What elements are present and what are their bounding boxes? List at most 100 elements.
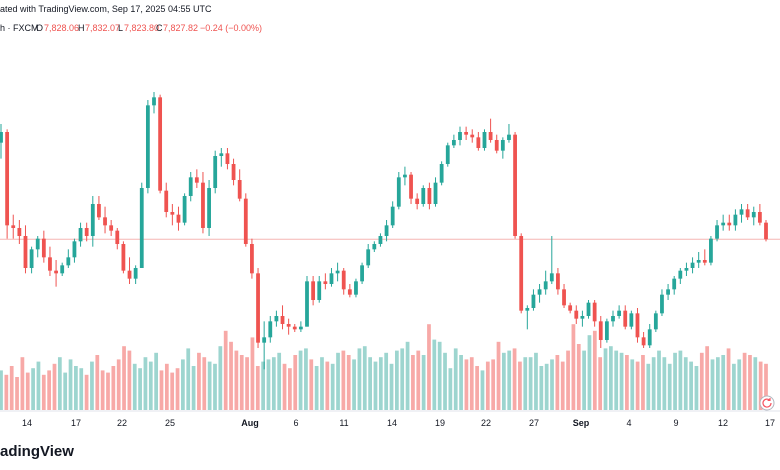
volume-bar (571, 324, 576, 410)
volume-bar (330, 363, 335, 410)
volume-bar (362, 346, 367, 410)
candle-body (696, 260, 701, 263)
candle-body (531, 294, 536, 308)
candle-body (133, 268, 138, 279)
volume-bar (31, 368, 35, 410)
high-value: 7,832.07 (85, 23, 120, 33)
volume-bar (662, 357, 667, 410)
volume-bar (336, 352, 340, 410)
volume-bar (57, 357, 62, 410)
candle-body (580, 316, 585, 319)
candle-body (641, 337, 646, 346)
volume-bar (480, 370, 485, 410)
scroll-to-realtime-button[interactable] (759, 395, 775, 411)
candle-body (231, 164, 236, 180)
volume-bar (352, 359, 356, 410)
header: ated with TradingView.com, Sep 17, 2025 … (0, 4, 262, 33)
candle-body (317, 281, 322, 300)
candle-body (237, 180, 242, 199)
volume-bar (159, 370, 164, 410)
candle-body (556, 273, 560, 290)
candle-body (158, 97, 163, 191)
candle-body (427, 188, 432, 204)
volume-bar (357, 348, 362, 410)
volume-bar (218, 346, 223, 410)
candle-body (476, 137, 481, 148)
candle-body (415, 198, 420, 204)
volume-bar (138, 368, 142, 410)
volume-bar (15, 377, 19, 410)
candle-body (592, 302, 597, 322)
published-note: ated with TradingView.com, Sep 17, 2025 … (0, 4, 212, 14)
time-tick-label: 25 (165, 418, 175, 428)
candle-body (66, 257, 71, 266)
volume-bar (100, 370, 105, 410)
volume-bar (544, 363, 549, 410)
candle-body (678, 270, 683, 279)
candle-body (433, 182, 438, 204)
volume-bar (175, 368, 180, 410)
close-label: C (156, 23, 163, 33)
candle-body (97, 204, 101, 218)
candle-body (176, 214, 181, 223)
candle-body (451, 140, 456, 146)
volume-bar (341, 350, 346, 410)
candle-body (702, 260, 707, 263)
candle-body (488, 132, 493, 140)
volume-bar (239, 355, 244, 410)
volume-bar (41, 374, 46, 410)
candle-body (445, 145, 450, 164)
candle-body (152, 97, 156, 106)
volume-bar (282, 363, 287, 410)
volume-bar (491, 359, 496, 410)
volume-bar (657, 350, 661, 410)
volume-bar (325, 361, 330, 410)
candle-body (366, 249, 371, 266)
volume-bar (411, 355, 415, 410)
volume-bar (346, 355, 351, 410)
candle-body (11, 225, 16, 228)
candle-body (519, 236, 524, 311)
candle-body (751, 212, 756, 218)
volume-bar (758, 361, 763, 410)
volume-bar (742, 352, 747, 410)
volume-bar (68, 359, 73, 410)
volume-bar (79, 368, 84, 410)
candle-body (268, 321, 273, 338)
candle-body (733, 214, 738, 226)
volume-bar (453, 348, 458, 410)
candle-body (543, 281, 548, 290)
candle-body (684, 268, 689, 271)
time-tick-label: 22 (481, 418, 491, 428)
volume-bar (20, 357, 25, 410)
candle-body (219, 153, 224, 156)
volume-bar (229, 341, 233, 410)
candle-body (439, 164, 444, 183)
time-tick-label: 22 (117, 418, 127, 428)
candle-body (292, 326, 297, 330)
time-tick-label: 4 (626, 418, 631, 428)
candle-body (623, 310, 628, 327)
time-tick-label: 17 (71, 418, 81, 428)
volume-bar (523, 357, 528, 410)
candle-body (243, 198, 248, 244)
candle-body (17, 228, 22, 236)
candle-body (396, 177, 401, 207)
candle-body (500, 140, 505, 151)
volume-bar (74, 366, 78, 410)
volume-bar (630, 359, 635, 410)
volume-bar (673, 352, 677, 410)
volume-bar (732, 363, 736, 410)
volume-bar (63, 372, 68, 410)
candle-body (347, 289, 352, 295)
candle-body (745, 209, 750, 218)
candle-body (482, 132, 487, 148)
candle-body (182, 196, 187, 223)
candle-body (335, 270, 340, 274)
volume-bar (389, 363, 394, 410)
candle-body (757, 212, 762, 223)
volume-bar (9, 366, 14, 410)
candle-body (164, 190, 169, 212)
candle-body (298, 326, 303, 330)
